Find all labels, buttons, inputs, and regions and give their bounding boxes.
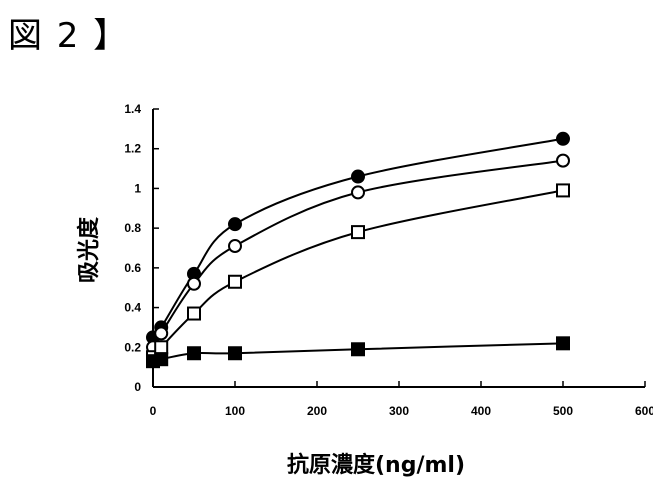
series-4 [147,337,569,367]
data-point [155,327,167,339]
x-tick-label: 200 [307,404,327,418]
data-point [352,186,364,198]
x-tick-label: 500 [553,404,573,418]
data-point [352,343,364,355]
data-point [557,337,569,349]
y-tick-label: 0 [134,380,141,394]
series-line [153,190,563,357]
data-point [557,184,569,196]
data-point [352,171,364,183]
chart-series [147,133,569,367]
data-point [155,341,167,353]
data-point [229,347,241,359]
x-tick-label: 400 [471,404,491,418]
data-point [229,240,241,252]
data-point [229,276,241,288]
data-point [188,347,200,359]
series-3 [147,184,569,363]
chart-axes [153,109,645,387]
x-axis-label: 抗原濃度(ng/ml) [287,452,465,478]
y-axis-label: 吸光度 [76,216,102,283]
x-tick-label: 600 [635,404,653,418]
data-point [188,278,200,290]
x-tick-label: 0 [150,404,157,418]
x-tick-label: 100 [225,404,245,418]
x-tick-label: 300 [389,404,409,418]
y-tick-label: 1 [134,181,141,195]
data-point [352,226,364,238]
chart-ticks: 0 0.2 0.4 0.6 0.8 1 1.2 1.4 0 100 200 300 400 500 600 [124,102,653,418]
series-2 [147,155,569,354]
y-tick-label: 1.2 [124,142,141,156]
data-point [229,218,241,230]
data-point [155,353,167,365]
y-tick-label: 1.4 [124,102,141,116]
data-point [557,155,569,167]
y-tick-label: 0.6 [124,261,141,275]
y-tick-label: 0.4 [124,301,141,315]
data-point [188,308,200,320]
y-tick-label: 0.8 [124,221,141,235]
data-point [557,133,569,145]
y-tick-label: 0.2 [124,340,141,354]
